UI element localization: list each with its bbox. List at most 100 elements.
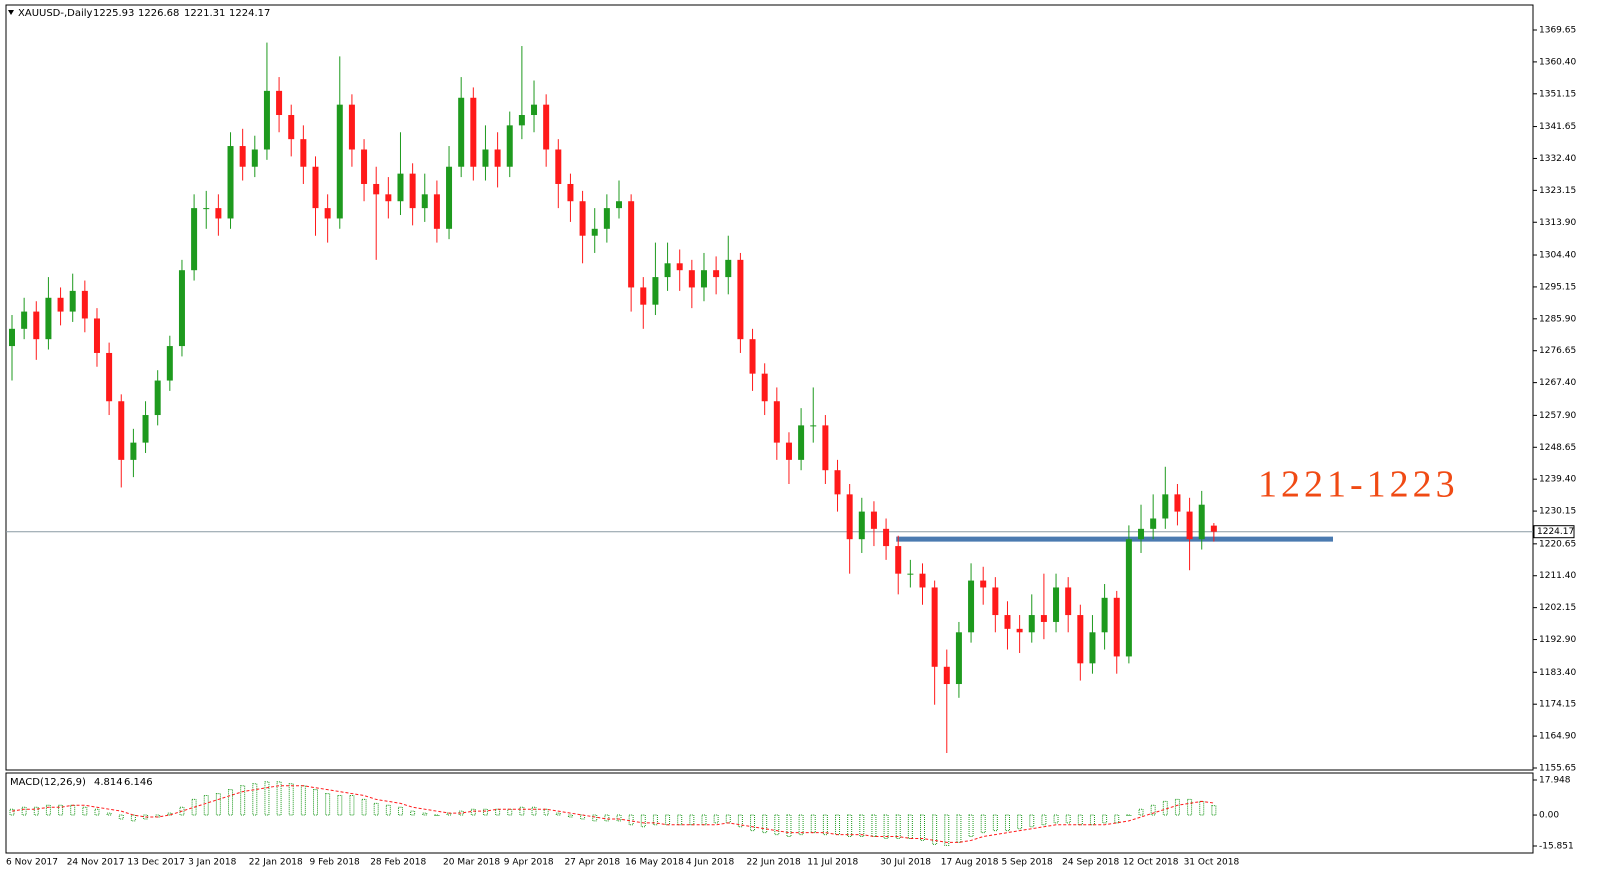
macd-bar bbox=[665, 814, 671, 826]
y-tick-label: 1351.15 bbox=[1539, 89, 1576, 99]
macd-bar bbox=[276, 781, 282, 816]
candle-body bbox=[664, 263, 671, 278]
macd-bar bbox=[33, 806, 39, 816]
macd-bar bbox=[1053, 814, 1059, 824]
y-tick-label: 1304.40 bbox=[1539, 251, 1576, 261]
candle-body bbox=[263, 90, 270, 150]
macd-bar bbox=[252, 783, 258, 816]
macd-bar bbox=[264, 781, 270, 816]
candle-body bbox=[348, 104, 355, 150]
candle-body bbox=[931, 587, 938, 667]
macd-bar bbox=[1077, 814, 1083, 826]
x-tick-label: 6 Nov 2017 bbox=[6, 858, 58, 868]
macd-bar bbox=[397, 806, 403, 816]
macd-bar bbox=[616, 814, 622, 822]
candle-body bbox=[191, 208, 198, 271]
macd-bar bbox=[1089, 814, 1095, 826]
y-tick-label: 1192.90 bbox=[1539, 635, 1576, 645]
y-tick-label: 1313.90 bbox=[1539, 218, 1576, 228]
candle-body bbox=[676, 263, 683, 271]
macd-bar bbox=[191, 798, 197, 816]
x-tick-label: 27 Apr 2018 bbox=[564, 858, 620, 868]
candle-body bbox=[1040, 615, 1047, 622]
macd-tick-label: 17.948 bbox=[1539, 776, 1571, 786]
macd-bar bbox=[1114, 814, 1120, 824]
candle-body bbox=[773, 401, 780, 443]
x-tick-label: 20 Mar 2018 bbox=[443, 858, 500, 868]
y-tick-label: 1369.65 bbox=[1539, 26, 1576, 36]
candle-body bbox=[81, 290, 88, 319]
candle-body bbox=[943, 666, 950, 685]
x-tick-label: 5 Sep 2018 bbox=[1001, 858, 1053, 868]
macd-bar bbox=[567, 814, 573, 818]
macd-bar bbox=[94, 808, 100, 816]
candle-body bbox=[1065, 587, 1072, 616]
macd-bar bbox=[932, 814, 938, 845]
candle-body bbox=[567, 183, 574, 202]
candle-body bbox=[822, 425, 829, 471]
candle-body bbox=[955, 632, 962, 685]
macd-bar bbox=[604, 814, 610, 822]
candle-body bbox=[652, 277, 659, 305]
candle-body bbox=[9, 328, 15, 347]
candle-body bbox=[154, 380, 161, 416]
candle-body bbox=[312, 166, 319, 209]
candle-body bbox=[846, 494, 853, 540]
macd-bar bbox=[1004, 814, 1010, 832]
candle-body bbox=[616, 201, 622, 209]
y-tick-label: 1360.40 bbox=[1539, 57, 1576, 67]
macd-bar bbox=[786, 814, 792, 838]
y-tick-label: 1257.90 bbox=[1539, 411, 1576, 421]
y-tick-label: 1285.90 bbox=[1539, 314, 1576, 324]
macd-bar bbox=[21, 806, 27, 816]
x-tick-label: 9 Apr 2018 bbox=[504, 858, 554, 868]
macd-bar bbox=[519, 806, 525, 816]
macd-bar bbox=[337, 795, 343, 816]
macd-bar bbox=[373, 802, 379, 816]
macd-bar bbox=[203, 795, 209, 816]
candle-body bbox=[907, 573, 914, 575]
candle-body bbox=[470, 97, 477, 167]
macd-bar bbox=[458, 810, 464, 816]
candle-body bbox=[992, 587, 999, 616]
macd-bar bbox=[45, 804, 51, 816]
candle-body bbox=[688, 270, 695, 288]
x-tick-label: 31 Oct 2018 bbox=[1184, 858, 1240, 868]
y-tick-label: 1230.15 bbox=[1539, 507, 1576, 517]
macd-bar bbox=[118, 814, 124, 820]
macd-bar bbox=[847, 814, 853, 838]
y-tick-label: 1211.40 bbox=[1539, 571, 1576, 581]
macd-bar bbox=[1162, 800, 1168, 816]
candle-body bbox=[1077, 615, 1084, 664]
x-tick-label: 28 Feb 2018 bbox=[370, 858, 426, 868]
candle-body bbox=[482, 149, 489, 167]
candle-body bbox=[640, 287, 647, 305]
candle-body bbox=[57, 297, 64, 312]
macd-bar bbox=[1150, 804, 1156, 816]
candle-body bbox=[446, 166, 453, 229]
candle-body bbox=[761, 373, 768, 402]
x-tick-label: 4 Jun 2018 bbox=[686, 858, 735, 868]
macd-bar bbox=[470, 808, 476, 816]
macd-bar bbox=[106, 812, 112, 816]
macd-bar bbox=[725, 814, 731, 824]
candle-body bbox=[1198, 504, 1205, 540]
candle-body bbox=[1028, 615, 1035, 633]
candle-body bbox=[166, 346, 173, 381]
macd-bar bbox=[1138, 808, 1144, 816]
macd-bar bbox=[689, 814, 695, 826]
candle-body bbox=[895, 546, 902, 574]
y-tick-label: 1276.65 bbox=[1539, 346, 1576, 356]
candle-body bbox=[1125, 539, 1132, 657]
candle-body bbox=[433, 194, 440, 229]
macd-tick-label: 0.00 bbox=[1539, 811, 1559, 821]
macd-bar bbox=[1029, 814, 1035, 828]
macd-bar bbox=[543, 808, 549, 816]
macd-bar bbox=[750, 814, 756, 832]
macd-bar bbox=[495, 808, 501, 816]
y-tick-label: 1267.40 bbox=[1539, 378, 1576, 388]
x-tick-label: 12 Oct 2018 bbox=[1123, 858, 1179, 868]
macd-bar bbox=[980, 814, 986, 834]
macd-name: MACD(12,26,9) bbox=[10, 777, 86, 788]
x-tick-label: 3 Jan 2018 bbox=[188, 858, 236, 868]
